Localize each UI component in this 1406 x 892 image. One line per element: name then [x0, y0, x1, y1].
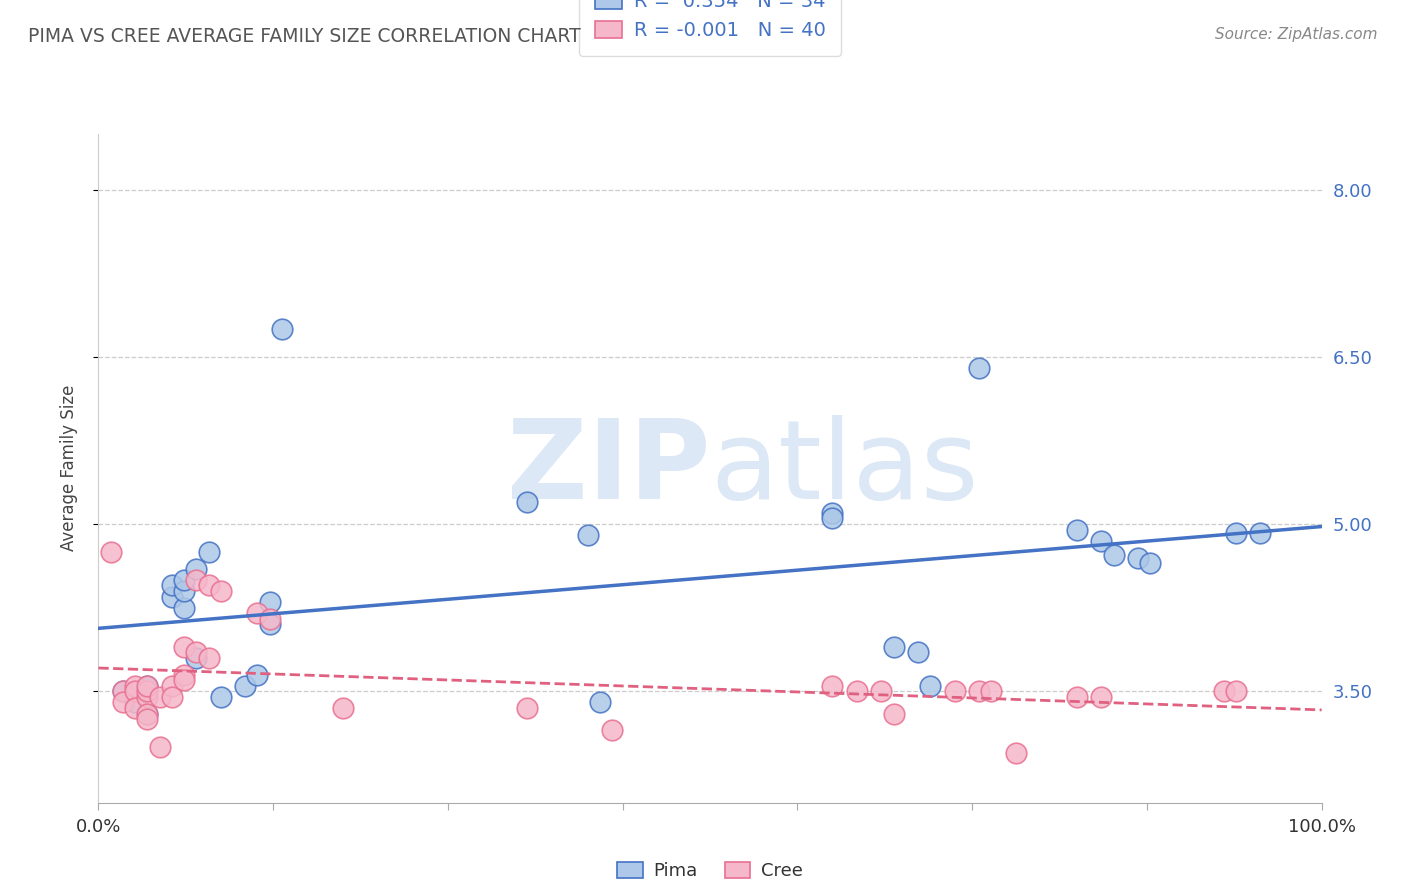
- Point: [136, 712, 159, 726]
- Point: [1090, 533, 1112, 548]
- Point: [246, 607, 269, 621]
- Point: [136, 690, 159, 704]
- Point: [1249, 526, 1271, 541]
- Point: [136, 684, 159, 698]
- Point: [149, 740, 172, 755]
- Point: [111, 696, 134, 710]
- Point: [173, 573, 195, 587]
- Point: [589, 696, 612, 710]
- Point: [845, 684, 868, 698]
- Point: [160, 690, 183, 704]
- Point: [160, 590, 183, 604]
- Point: [270, 322, 294, 336]
- Point: [515, 495, 537, 509]
- Point: [600, 723, 623, 738]
- Point: [233, 679, 256, 693]
- Point: [920, 679, 942, 693]
- Point: [576, 528, 599, 542]
- Point: [197, 651, 219, 665]
- Text: PIMA VS CREE AVERAGE FAMILY SIZE CORRELATION CHART: PIMA VS CREE AVERAGE FAMILY SIZE CORRELA…: [28, 27, 581, 45]
- Point: [173, 600, 195, 615]
- Point: [111, 684, 134, 698]
- Point: [124, 696, 146, 710]
- Point: [883, 640, 905, 654]
- Point: [197, 578, 219, 592]
- Text: Source: ZipAtlas.com: Source: ZipAtlas.com: [1215, 27, 1378, 42]
- Point: [1225, 684, 1247, 698]
- Text: atlas: atlas: [710, 415, 979, 522]
- Point: [907, 645, 929, 659]
- Point: [943, 684, 966, 698]
- Legend: Pima, Cree: Pima, Cree: [610, 855, 810, 888]
- Point: [136, 706, 159, 721]
- Point: [1139, 556, 1161, 570]
- Point: [124, 679, 146, 693]
- Point: [209, 584, 232, 599]
- Point: [1128, 550, 1150, 565]
- Point: [111, 684, 134, 698]
- Point: [100, 545, 122, 559]
- Point: [124, 684, 146, 698]
- Point: [259, 612, 281, 626]
- Point: [1212, 684, 1234, 698]
- Point: [186, 651, 208, 665]
- Point: [515, 701, 537, 715]
- Point: [124, 701, 146, 715]
- Point: [173, 667, 195, 681]
- Point: [209, 690, 232, 704]
- Point: [332, 701, 354, 715]
- Point: [259, 595, 281, 609]
- Point: [1066, 690, 1088, 704]
- Point: [821, 506, 844, 520]
- Point: [186, 645, 208, 659]
- Point: [246, 667, 269, 681]
- Point: [173, 673, 195, 688]
- Point: [1004, 746, 1026, 760]
- Point: [259, 617, 281, 632]
- Point: [136, 679, 159, 693]
- Y-axis label: Average Family Size: Average Family Size: [59, 385, 77, 551]
- Point: [197, 545, 219, 559]
- Point: [967, 684, 990, 698]
- Point: [980, 684, 1002, 698]
- Text: ZIP: ZIP: [506, 415, 710, 522]
- Point: [1066, 523, 1088, 537]
- Point: [173, 584, 195, 599]
- Point: [136, 706, 159, 721]
- Point: [136, 679, 159, 693]
- Point: [149, 690, 172, 704]
- Point: [821, 679, 844, 693]
- Point: [1090, 690, 1112, 704]
- Point: [821, 511, 844, 525]
- Point: [173, 640, 195, 654]
- Point: [186, 573, 208, 587]
- Point: [967, 361, 990, 376]
- Point: [160, 578, 183, 592]
- Point: [1225, 526, 1247, 541]
- Point: [883, 706, 905, 721]
- Point: [1102, 548, 1125, 563]
- Point: [186, 562, 208, 576]
- Point: [870, 684, 893, 698]
- Point: [160, 679, 183, 693]
